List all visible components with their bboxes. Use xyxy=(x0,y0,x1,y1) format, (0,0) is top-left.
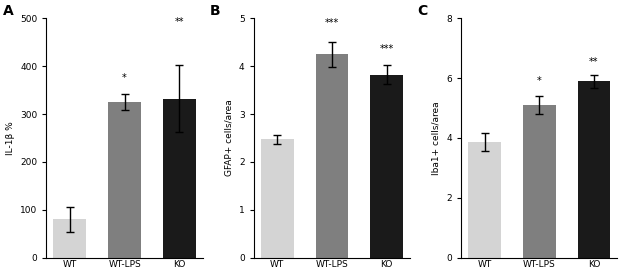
Text: ***: *** xyxy=(325,18,339,28)
Bar xyxy=(370,75,403,258)
Bar xyxy=(261,139,293,258)
Text: **: ** xyxy=(589,57,599,67)
Bar xyxy=(468,142,501,258)
Bar xyxy=(523,105,556,258)
Text: C: C xyxy=(417,4,427,18)
Bar xyxy=(315,54,348,258)
Bar xyxy=(108,102,141,258)
Text: **: ** xyxy=(174,17,184,27)
Text: B: B xyxy=(210,4,221,18)
Text: *: * xyxy=(537,76,541,86)
Y-axis label: IL-1β %: IL-1β % xyxy=(6,121,14,155)
Bar xyxy=(163,99,196,258)
Text: *: * xyxy=(122,73,127,83)
Text: A: A xyxy=(2,4,13,18)
Bar xyxy=(578,81,611,258)
Y-axis label: Iba1+ cells/area: Iba1+ cells/area xyxy=(432,101,440,175)
Bar xyxy=(54,219,87,258)
Y-axis label: GFAP+ cells/area: GFAP+ cells/area xyxy=(224,100,234,176)
Text: ***: *** xyxy=(379,44,394,54)
